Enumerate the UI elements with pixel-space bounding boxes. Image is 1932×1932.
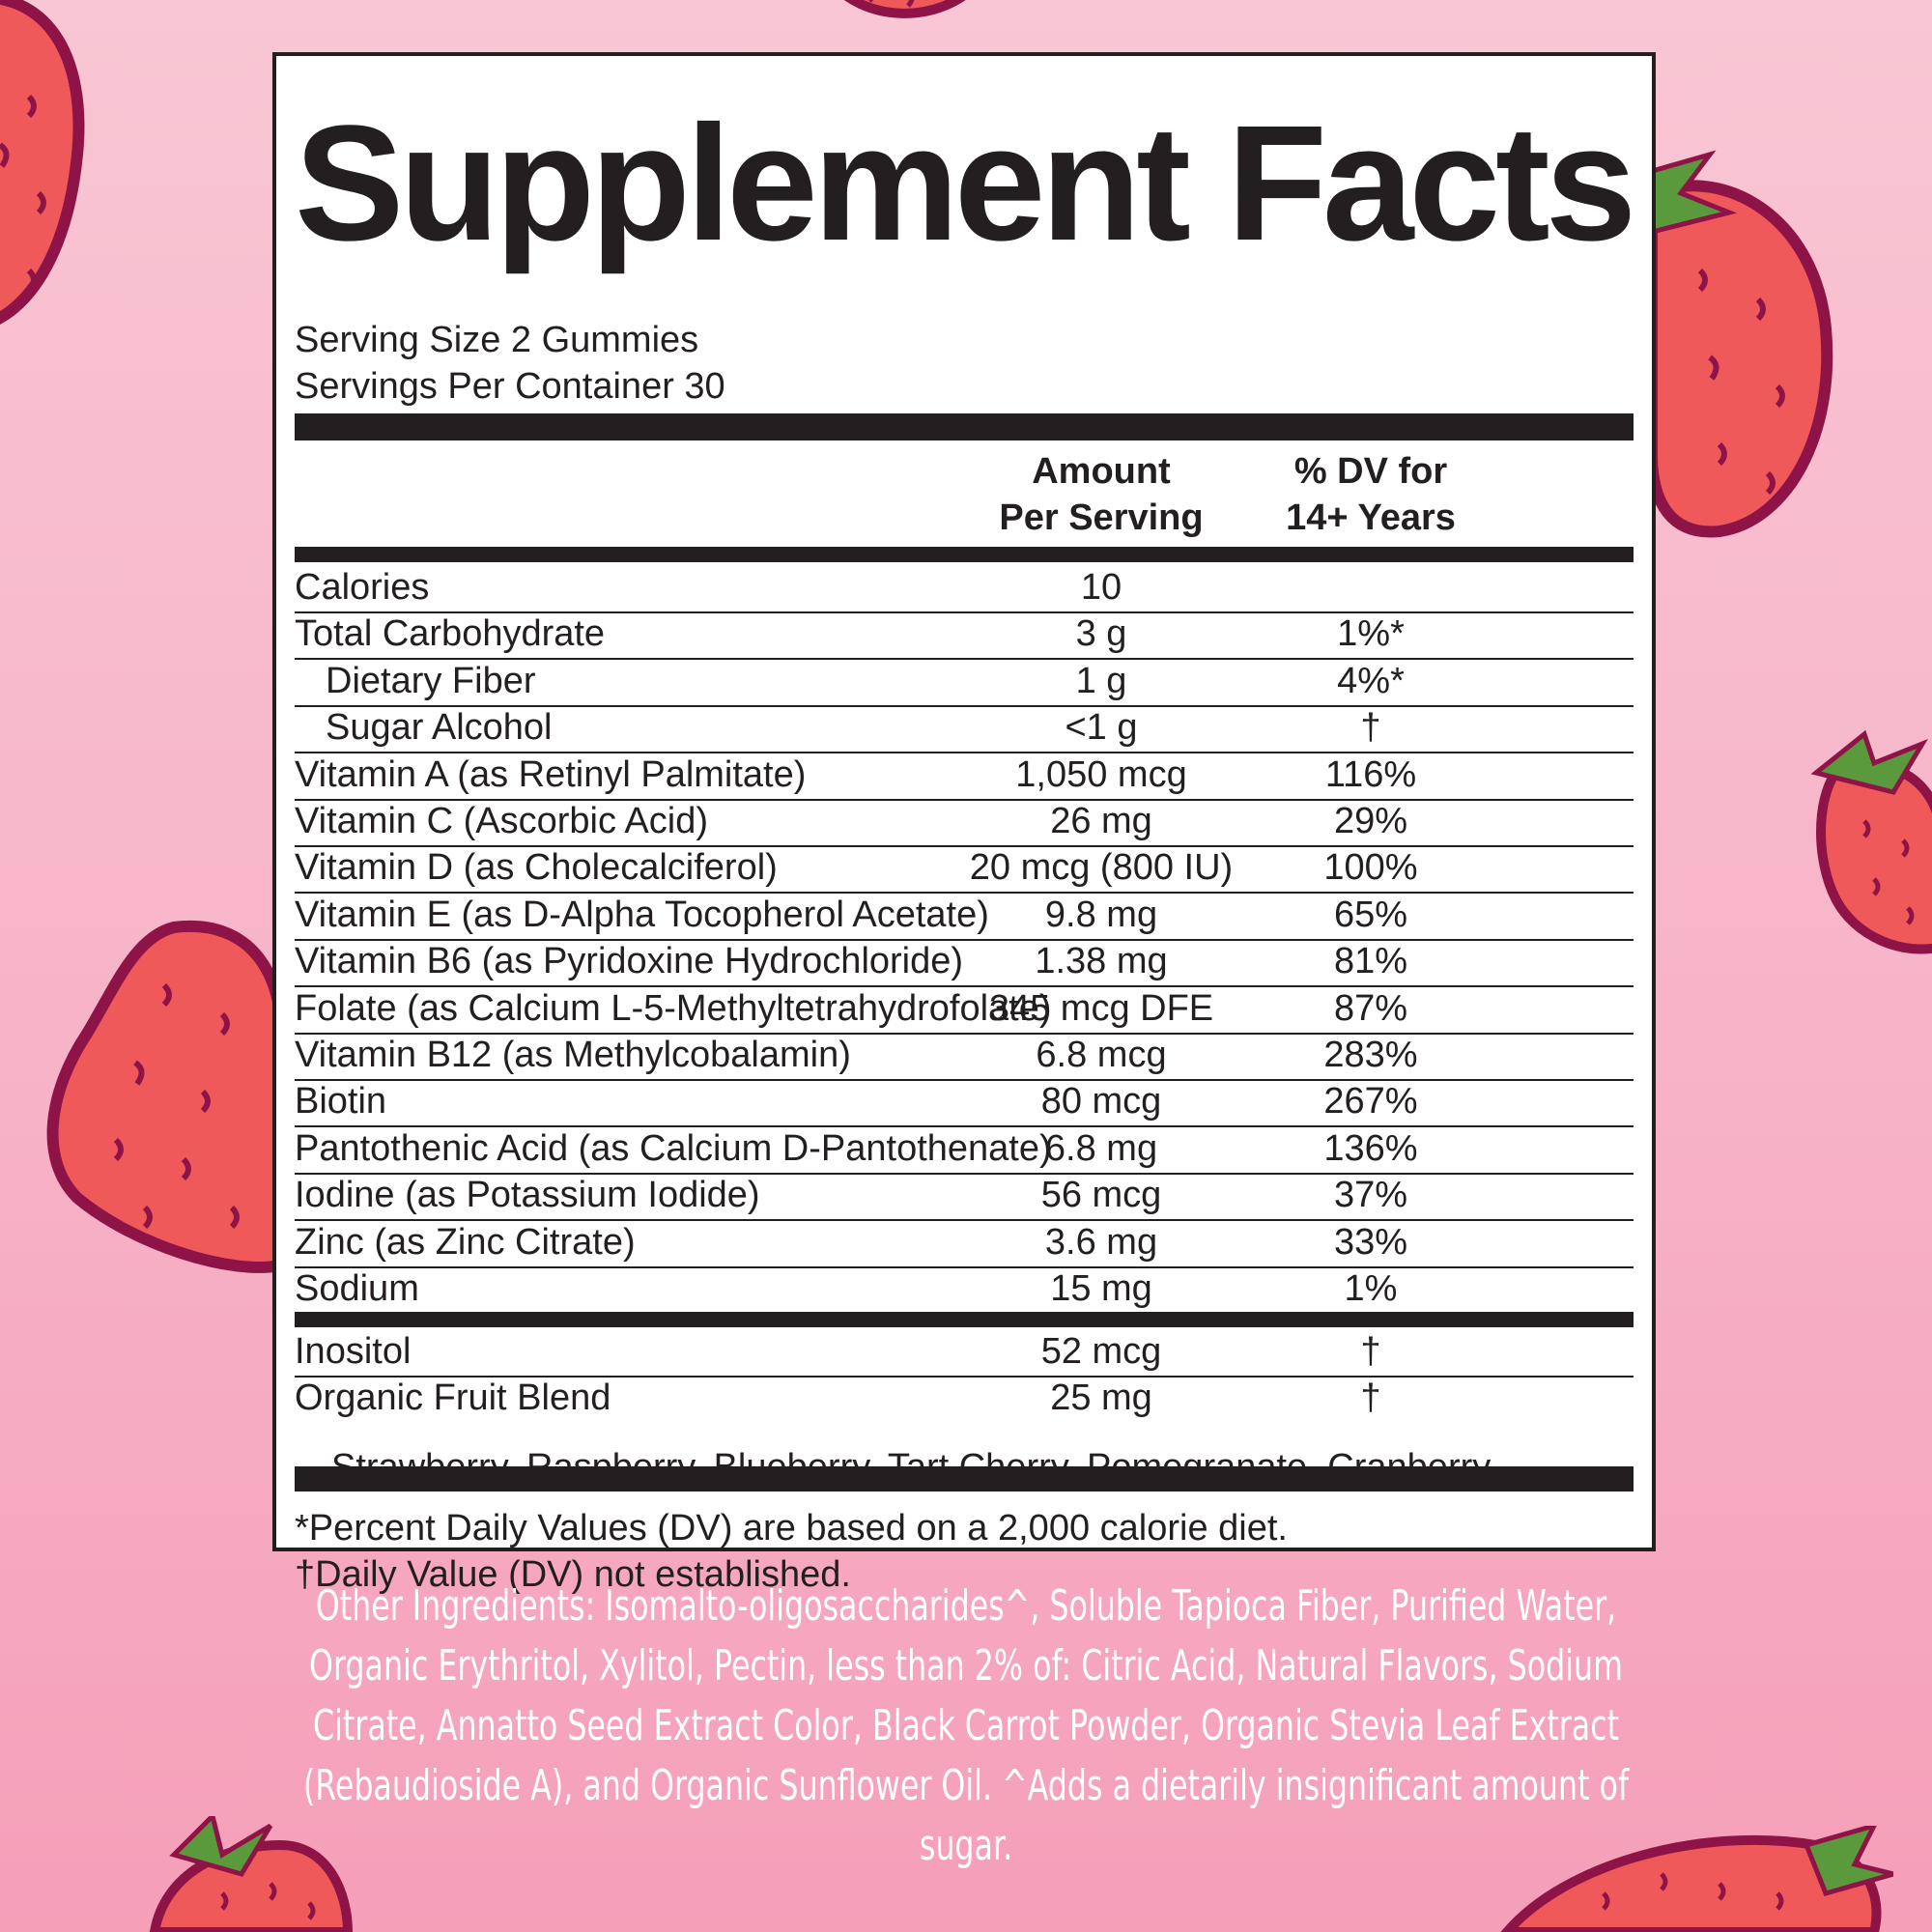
amount-per-serving: 6.8 mcg	[1036, 1035, 1167, 1075]
nutrient-name: Sugar Alcohol	[326, 707, 553, 749]
amount-per-serving: 20 mcg (800 IU)	[969, 847, 1234, 889]
thick-divider-header	[295, 547, 1634, 562]
daily-value: 37%	[1333, 1175, 1408, 1216]
daily-value: †	[1360, 707, 1381, 749]
nutrient-name: Vitamin B12 (as Methylcobalamin)	[295, 1035, 851, 1075]
servings-per-container: Servings Per Container 30	[295, 366, 725, 407]
daily-value: 1%	[1344, 1268, 1398, 1309]
daily-value: 81%	[1333, 941, 1408, 982]
table-row: Sodium 15 mg 1%	[295, 1266, 1634, 1313]
table-row: Vitamin B6 (as Pyridoxine Hydrochloride)…	[295, 939, 1634, 988]
thick-divider-top	[295, 413, 1634, 440]
nutrient-name: Sodium	[295, 1268, 419, 1309]
amount-per-serving: 345 mcg DFE	[988, 987, 1214, 1029]
panel-title: Supplement Facts	[295, 92, 1636, 275]
amount-column-header: Amount Per Serving	[999, 451, 1204, 538]
nutrient-name: Calories	[295, 567, 430, 608]
amount-per-serving: 15 mg	[1050, 1268, 1152, 1309]
table-row: Vitamin C (Ascorbic Acid) 26 mg 29%	[295, 799, 1634, 847]
strawberry-illustration-bottom-right	[1500, 1826, 1893, 1932]
table-row: Vitamin B12 (as Methylcobalamin) 6.8 mcg 2…	[295, 1033, 1634, 1081]
daily-value: 116%	[1324, 753, 1417, 795]
nutrient-name: Iodine (as Potassium Iodide)	[295, 1175, 760, 1216]
amount-per-serving: 26 mg	[1050, 801, 1152, 841]
amount-per-serving: 25 mg	[1050, 1378, 1152, 1418]
table-row: Sugar Alcohol <1 g †	[295, 705, 1634, 754]
nutrient-name: Biotin	[295, 1081, 387, 1122]
daily-value: 100%	[1323, 847, 1418, 889]
amount-per-serving: 80 mcg	[1040, 1081, 1162, 1122]
thick-divider-bottom	[295, 1466, 1634, 1492]
table-row: Inositol 52 mcg †	[295, 1329, 1634, 1378]
dagger-footnote: †Daily Value (DV) not established.	[295, 1554, 851, 1595]
strawberry-illustration-right-middle	[1810, 729, 1932, 954]
daily-value: 136%	[1323, 1127, 1418, 1169]
nutrient-name: Inositol	[295, 1331, 412, 1372]
daily-value: 33%	[1333, 1221, 1408, 1263]
table-row: Zinc (as Zinc Citrate) 3.6 mg 33%	[295, 1220, 1634, 1268]
amount-per-serving: 56 mcg	[1040, 1175, 1162, 1216]
amount-per-serving: 6.8 mg	[1044, 1127, 1158, 1169]
table-row: Organic Fruit Blend 25 mg †	[295, 1376, 1634, 1422]
amount-per-serving: 1,050 mcg	[1015, 753, 1187, 795]
nutrient-name: Dietary Fiber	[326, 660, 536, 701]
nutrient-name: Vitamin E (as D-Alpha Tocopherol Acetate…	[295, 894, 989, 935]
amount-per-serving: 52 mcg	[1040, 1331, 1162, 1372]
amount-per-serving: 1 g	[1075, 660, 1127, 701]
table-row: Vitamin E (as D-Alpha Tocopherol Acetate…	[295, 893, 1634, 941]
dv-footnote: *Percent Daily Values (DV) are based on …	[295, 1508, 1288, 1548]
table-row: Biotin 80 mcg 267%	[295, 1079, 1634, 1128]
daily-value: 4%*	[1337, 660, 1405, 701]
table-row: Total Carbohydrate 3 g 1%*	[295, 611, 1634, 661]
nutrient-name: Organic Fruit Blend	[295, 1378, 611, 1418]
nutrient-name: Vitamin C (Ascorbic Acid)	[295, 801, 708, 841]
nutrient-name: Vitamin A (as Retinyl Palmitate)	[295, 753, 807, 795]
serving-size: Serving Size 2 Gummies	[295, 320, 699, 360]
table-row: Vitamin D (as Cholecalciferol) 20 mcg (80…	[295, 845, 1634, 895]
daily-value: †	[1360, 1378, 1381, 1418]
daily-value: 29%	[1333, 801, 1408, 841]
strawberry-illustration-top-center	[843, 0, 966, 18]
amount-per-serving: 3.6 mg	[1044, 1221, 1158, 1263]
daily-value: 267%	[1323, 1081, 1418, 1122]
strawberry-illustration-right-top	[1642, 150, 1833, 538]
dv-column-header: % DV for 14+ Years	[1286, 451, 1456, 538]
nutrient-name: Total Carbohydrate	[295, 613, 606, 655]
daily-value: 1%*	[1337, 613, 1405, 655]
daily-value: 283%	[1323, 1035, 1418, 1075]
amount-per-serving: 3 g	[1075, 613, 1127, 655]
amount-per-serving: 1.38 mg	[1035, 941, 1168, 982]
strawberry-illustration-bottom-left	[149, 1816, 354, 1932]
nutrient-name: Pantothenic Acid (as Calcium D-Pantothen…	[295, 1127, 1052, 1169]
amount-per-serving: 10	[1080, 567, 1122, 608]
daily-value: †	[1360, 1331, 1381, 1372]
strawberry-illustration-left-middle	[46, 920, 280, 1273]
table-row: Folate (as Calcium L-5-Methyltetrahydrof…	[295, 986, 1634, 1035]
other-ingredients: Other Ingredients: Isomalto-oligosacchar…	[302, 1581, 1630, 1870]
table-row: Calories 10	[295, 565, 1634, 613]
strawberry-illustration-top-left	[0, 0, 85, 325]
daily-value: 87%	[1333, 987, 1408, 1029]
table-row: Dietary Fiber 1 g 4%*	[295, 659, 1634, 707]
nutrient-name: Folate (as Calcium L-5-Methyltetrahydrof…	[295, 987, 1052, 1029]
table-row: Iodine (as Potassium Iodide) 56 mcg 37%	[295, 1173, 1634, 1222]
supplement-facts-panel: Supplement Facts Serving Size 2 Gummies …	[272, 52, 1656, 1595]
nutrient-name: Zinc (as Zinc Citrate)	[295, 1221, 636, 1263]
nutrient-name: Vitamin B6 (as Pyridoxine Hydrochloride)	[295, 941, 964, 982]
amount-per-serving: 9.8 mg	[1044, 894, 1158, 935]
daily-value: 65%	[1333, 894, 1408, 935]
nutrient-name: Vitamin D (as Cholecalciferol)	[295, 847, 778, 889]
table-row: Pantothenic Acid (as Calcium D-Pantothen…	[295, 1126, 1634, 1175]
thick-divider-other	[295, 1312, 1634, 1327]
amount-per-serving: <1 g	[1065, 707, 1138, 749]
table-row: Vitamin A (as Retinyl Palmitate) 1,050 mc…	[295, 753, 1634, 801]
